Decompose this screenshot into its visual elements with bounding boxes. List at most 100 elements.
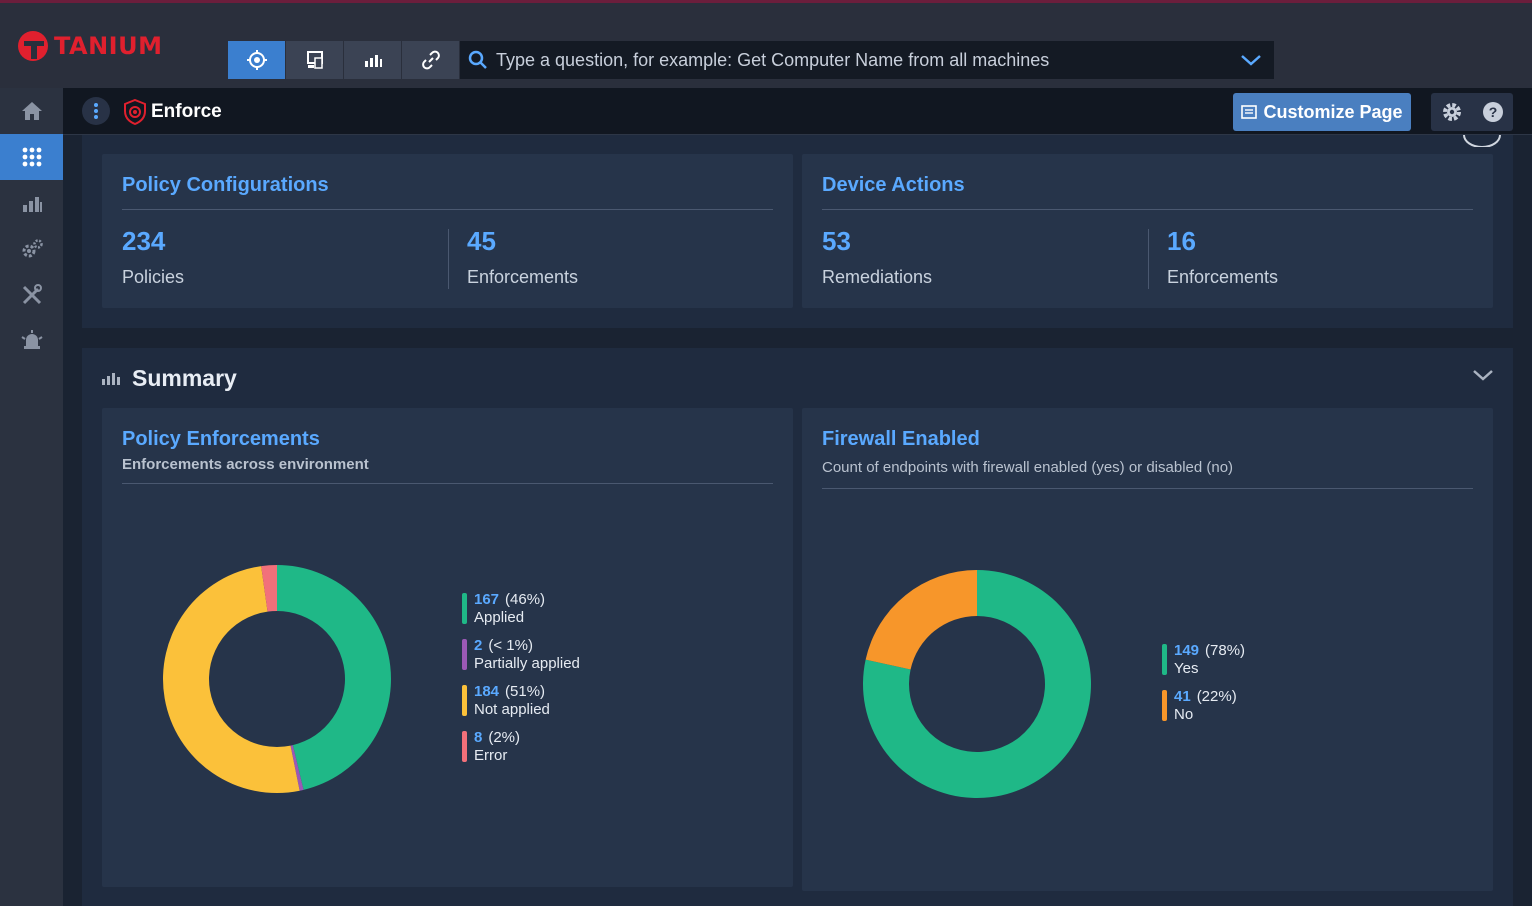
policy-enforcements-donut [163,565,392,793]
policy-enforcements-card: Policy Enforcements Enforcements across … [102,408,793,887]
enforce-shield-icon [124,99,146,125]
enforcements-count[interactable]: 16 [1167,226,1196,256]
app-header: Enforce Customize Page ? [63,88,1532,135]
legend-color-bar [462,639,467,670]
endpoint-icon [306,51,323,69]
legend-value-line: 2 (< 1%) [474,637,580,655]
donut-slice-no[interactable] [865,570,977,670]
firewall-enabled-card: Firewall Enabled Count of endpoints with… [802,408,1493,891]
legend-count: 184 [474,683,500,700]
nav-home[interactable] [0,88,63,134]
legend-count: 41 [1174,688,1191,705]
policy-configurations-card: Policy Configurations 234 Policies 45 En… [102,154,793,308]
legend-count: 167 [474,591,500,608]
enforcements-count[interactable]: 45 [467,226,496,256]
legend-color-bar [462,731,467,762]
link-icon [421,50,440,70]
collapse-circle-icon[interactable] [1462,135,1502,147]
kebab-icon [94,103,98,119]
chart-button[interactable] [344,41,402,79]
card-subtitle: Count of endpoints with firewall enabled… [822,459,1234,476]
target-icon [246,50,267,70]
remediations-count[interactable]: 53 [822,226,851,256]
legend-item-applied[interactable]: 167 (46%) Applied [462,591,580,637]
nav-apps[interactable] [0,134,63,180]
nav-tools[interactable] [0,272,63,318]
reports-icon [22,197,42,212]
enforcements-label: Enforcements [1167,267,1279,287]
legend-label: Partially applied [474,655,580,672]
legend-count: 8 [474,729,483,746]
remediations-label: Remediations [822,267,933,287]
question-input[interactable] [496,49,1232,71]
legend-percent: (22%) [1196,688,1237,705]
question-search [460,41,1274,79]
firewall-enabled-donut [863,570,1091,798]
card-divider [822,488,1473,489]
legend-value-line: 184 (51%) [474,683,580,701]
gear-icon[interactable] [1441,101,1463,123]
legend-label: Yes [1174,660,1199,677]
legend-count: 149 [1174,642,1200,659]
legend-item-partially-applied[interactable]: 2 (< 1%) Partially applied [462,637,580,683]
stat-divider [448,229,449,289]
legend-item-not-applied[interactable]: 184 (51%) Not applied [462,683,580,729]
legend-value-line: 8 (2%) [474,729,580,747]
card-title[interactable]: Policy Enforcements [122,428,320,450]
left-nav [0,88,63,906]
more-menu-button[interactable] [82,97,110,125]
enforcements-label: Enforcements [467,267,579,287]
legend-color-bar [462,685,467,716]
tanium-logo[interactable]: TANIUM [18,31,162,61]
overview-panel: Policy Configurations 234 Policies 45 En… [82,135,1513,328]
policy-enforcements-legend: 167 (46%) Applied 2 (< 1%) Partially applied 1… [462,591,580,775]
legend-percent: (46%) [505,591,546,608]
legend-value-line: 41 (22%) [1174,688,1245,706]
legend-percent: (< 1%) [488,637,533,654]
nav-alerts[interactable] [0,318,63,364]
settings-gears-icon [22,239,43,258]
endpoint-button[interactable] [286,41,344,79]
tanium-logo-icon [18,31,48,61]
legend-count: 2 [474,637,483,654]
donut-slice-yes[interactable] [863,570,1091,798]
app-title: Enforce [151,101,222,122]
donut-slice-not-applied[interactable] [163,566,300,793]
firewall-enabled-legend: 149 (78%) Yes 41 (22%) No [1162,642,1245,734]
donut-slice-applied[interactable] [277,565,392,790]
card-title[interactable]: Policy Configurations [122,174,329,196]
card-divider [822,209,1473,210]
donut-slice-partially-applied[interactable] [290,745,304,791]
card-subtitle: Enforcements across environment [122,456,369,473]
apps-grid-icon [22,147,41,167]
stat-divider [1148,229,1149,289]
nav-administration[interactable] [0,226,63,272]
chart-icon [364,55,382,67]
legend-percent: (2%) [488,729,521,746]
card-title[interactable]: Firewall Enabled [822,428,980,450]
tools-icon [22,284,42,305]
legend-item-error[interactable]: 8 (2%) Error [462,729,580,775]
customize-page-button[interactable]: Customize Page [1233,93,1411,131]
question-bar [228,41,1274,79]
card-divider [122,209,773,210]
legend-item-yes[interactable]: 149 (78%) Yes [1162,642,1245,688]
chevron-down-icon[interactable] [1472,368,1494,382]
card-title[interactable]: Device Actions [822,174,965,196]
summary-chart-icon [102,373,120,385]
donut-slice-error[interactable] [261,565,277,612]
legend-color-bar [1162,690,1167,721]
legend-color-bar [1162,644,1167,675]
target-button[interactable] [228,41,286,79]
summary-title: Summary [132,365,237,391]
legend-percent: (51%) [505,683,546,700]
svg-text:?: ? [1488,104,1497,120]
header-icon-group: ? [1431,93,1513,131]
policies-count[interactable]: 234 [122,226,166,256]
nav-reports[interactable] [0,180,63,226]
link-button[interactable] [402,41,460,79]
search-icon [468,50,487,69]
legend-item-no[interactable]: 41 (22%) No [1162,688,1245,734]
help-icon[interactable]: ? [1482,101,1504,123]
chevron-down-icon[interactable] [1240,53,1262,67]
